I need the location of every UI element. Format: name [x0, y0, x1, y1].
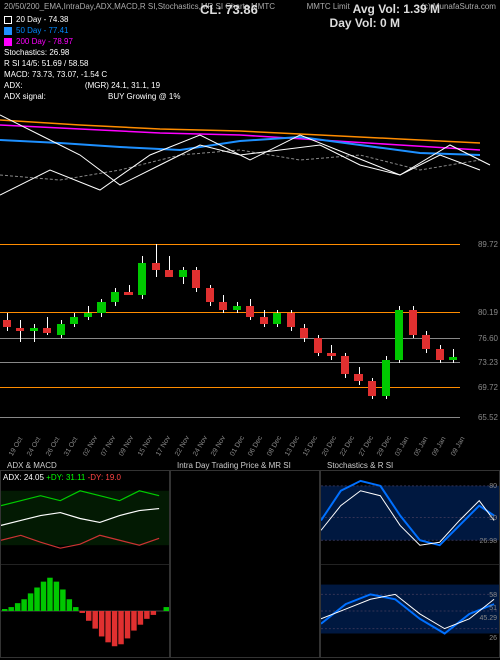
adx-text: ADX: 24.05 +DY: 31.11 -DY: 19.0	[3, 473, 121, 482]
top-mid: MMTC Limit	[307, 2, 350, 11]
panel-row: ADX & MACD ADX: 24.05 +DY: 31.11 -DY: 19…	[0, 470, 500, 660]
panel1-title: ADX & MACD	[5, 461, 59, 470]
date-axis: 19 Oct24 Oct26 Oct31 Oct02 Nov07 Nov09 N…	[0, 438, 460, 462]
panel3-title: Stochastics & R SI	[325, 461, 395, 470]
rsi-subpanel: 585145.2926	[321, 564, 499, 657]
macd: MACD: 73.73, 73.07, -1.54 C	[4, 69, 496, 80]
panel-stoch-rsi: Stochastics & R SI 805026.98 585	[320, 470, 500, 658]
adx-lbl: ADX:	[4, 81, 23, 90]
panel2-title: Intra Day Trading Price & MR SI	[175, 461, 293, 470]
adx-extra: (MGR) 24.1, 31.1, 19	[85, 81, 160, 90]
macd-subpanel	[1, 564, 169, 657]
d200: 200 Day - 78.97	[16, 36, 73, 47]
d20: 20 Day - 74.38	[16, 14, 68, 25]
header-info: 20 Day - 74.38 50 Day - 77.41 200 Day - …	[4, 14, 496, 102]
adx-subpanel: ADX: 24.05 +DY: 31.11 -DY: 19.0	[1, 471, 169, 564]
swatch-20	[4, 16, 12, 24]
swatch-50	[4, 27, 12, 35]
panel-intraday: Intra Day Trading Price & MR SI	[170, 470, 320, 658]
ma-chart	[0, 95, 500, 210]
stoch: Stochastics: 26.98	[4, 47, 496, 58]
candle-chart	[0, 220, 460, 435]
rsi: R SI 14/5: 51.69 / 58.58	[4, 58, 496, 69]
candle-y-axis: 89.7280.1976.6073.2369.7265.52	[464, 220, 498, 435]
d50: 50 Day - 77.41	[16, 25, 68, 36]
stoch-subpanel: 805026.98	[321, 471, 499, 564]
swatch-200	[4, 38, 12, 46]
panel-adx-macd: ADX & MACD ADX: 24.05 +DY: 31.11 -DY: 19…	[0, 470, 170, 658]
